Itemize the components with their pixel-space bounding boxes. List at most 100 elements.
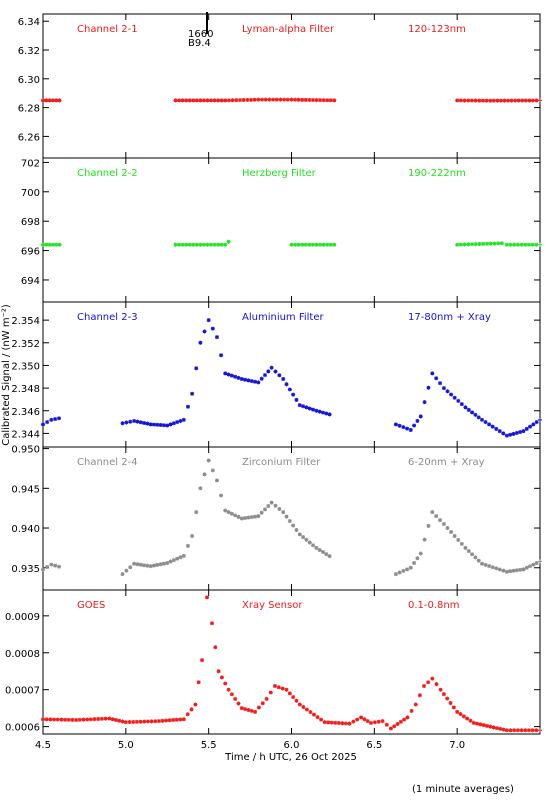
data-point — [322, 720, 327, 725]
data-point — [430, 510, 435, 515]
y-tick-label: 2.344 — [11, 429, 40, 440]
data-point — [198, 340, 203, 345]
data-point — [209, 621, 214, 626]
data-point — [441, 522, 446, 527]
data-point — [268, 690, 273, 695]
data-point — [538, 98, 542, 103]
data-point — [490, 565, 495, 570]
data-point — [289, 242, 294, 247]
data-point — [300, 97, 305, 102]
x-tick-label: 6.0 — [284, 740, 300, 751]
data-point — [308, 710, 313, 715]
data-point — [307, 406, 312, 411]
data-point — [530, 728, 535, 733]
data-point — [311, 543, 316, 548]
data-point — [518, 430, 523, 435]
panel: 6.26 6.28 6.30 6.32 6.34 Channel 2-1 Lyman-alp… — [18, 12, 542, 159]
data-point — [303, 242, 308, 247]
data-point — [201, 98, 206, 103]
y-tick-label: 700 — [21, 188, 40, 199]
data-point — [246, 515, 251, 520]
data-point — [441, 692, 446, 697]
data-point — [266, 369, 271, 374]
data-point — [497, 429, 502, 434]
data-point — [148, 564, 153, 569]
data-point — [422, 400, 427, 405]
data-point — [372, 720, 377, 725]
data-point — [531, 422, 536, 427]
data-point — [110, 717, 115, 722]
data-point — [194, 98, 199, 103]
data-point — [508, 728, 513, 733]
data-point — [497, 567, 502, 572]
x-axis: 4.5 5.0 5.5 6.0 6.5 7.0 — [35, 740, 465, 751]
data-point — [151, 563, 156, 568]
data-point — [311, 407, 316, 412]
data-point — [504, 728, 509, 733]
data-point — [142, 563, 147, 568]
data-point — [269, 365, 274, 370]
data-point — [233, 374, 238, 379]
panel-channel-label: Channel 2-2 — [77, 168, 138, 179]
data-point — [209, 242, 214, 247]
data-point — [212, 242, 217, 247]
data-point — [57, 98, 62, 103]
data-point — [276, 685, 281, 690]
data-point — [412, 423, 417, 428]
data-point — [171, 421, 176, 426]
data-point — [214, 335, 219, 340]
data-point — [99, 716, 104, 721]
data-point — [508, 432, 513, 437]
data-point — [459, 541, 464, 546]
data-point — [332, 98, 337, 103]
data-point — [181, 553, 186, 558]
data-point — [206, 458, 211, 463]
data-point — [513, 98, 518, 103]
data-point — [45, 564, 50, 569]
data-point — [426, 523, 431, 528]
data-point — [470, 242, 475, 247]
data-point — [202, 329, 207, 334]
data-point — [445, 696, 450, 701]
data-point — [521, 567, 526, 572]
data-point — [496, 241, 501, 246]
panel-frame — [42, 446, 541, 591]
data-point — [314, 545, 319, 550]
data-point — [190, 533, 195, 538]
data-point — [256, 97, 261, 102]
data-point — [469, 98, 474, 103]
data-point — [405, 567, 410, 572]
data-point — [223, 681, 228, 686]
data-point — [530, 98, 535, 103]
y-tick-label: 6.32 — [18, 46, 40, 57]
data-point — [321, 242, 326, 247]
data-point — [519, 728, 524, 733]
x-axis-title: Time / h UTC, 26 Oct 2025 — [224, 752, 357, 763]
data-point — [328, 98, 333, 103]
data-point — [452, 533, 457, 538]
y-tick-label: 0.0007 — [5, 686, 40, 697]
data-point — [249, 708, 254, 713]
x-tick-label: 7.0 — [449, 740, 465, 751]
data-point — [142, 420, 147, 425]
data-point — [252, 97, 257, 102]
data-point — [168, 422, 173, 427]
panel-frame — [42, 157, 541, 303]
data-point — [520, 98, 525, 103]
data-point — [491, 98, 496, 103]
data-point — [483, 420, 488, 425]
data-point — [190, 391, 195, 396]
data-point — [226, 98, 231, 103]
data-point — [164, 718, 169, 723]
data-point — [501, 568, 506, 573]
data-point — [81, 717, 86, 722]
data-point — [415, 418, 420, 423]
series-3 — [41, 458, 542, 577]
data-point — [284, 382, 289, 387]
data-point — [311, 712, 316, 717]
data-point — [256, 705, 261, 710]
data-point — [459, 402, 464, 407]
panel-band-label: 120-123nm — [408, 24, 466, 35]
data-point — [194, 510, 199, 515]
data-point — [504, 569, 509, 574]
